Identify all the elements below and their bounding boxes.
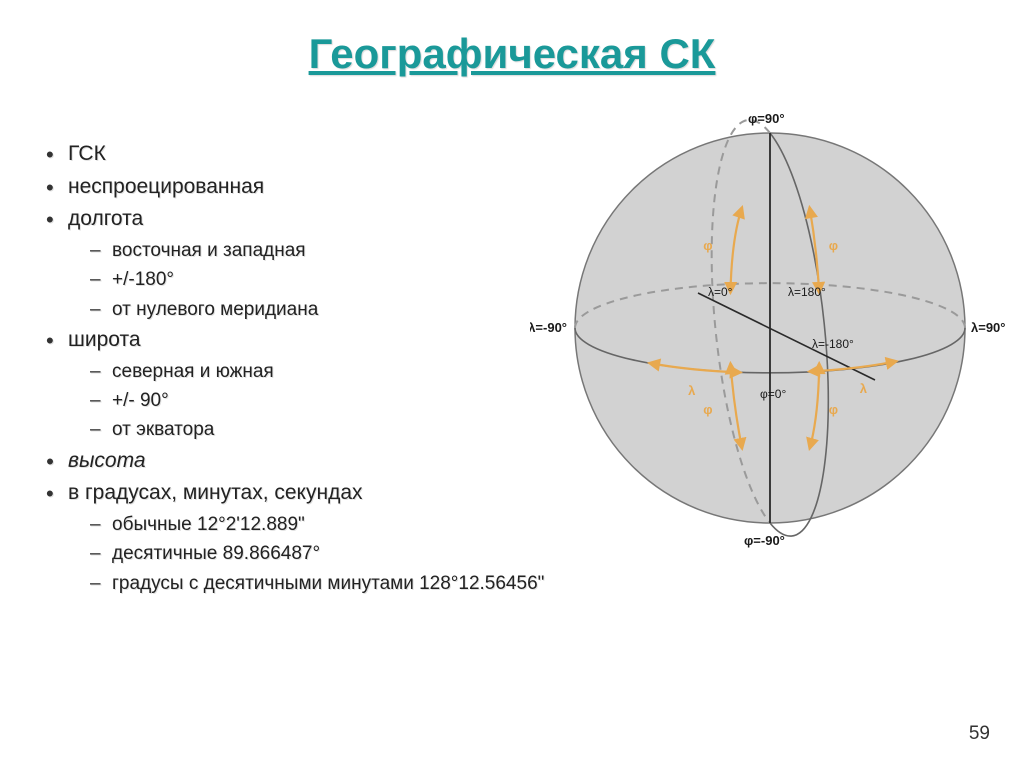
bullet-item: ГСК — [40, 138, 560, 171]
svg-text:φ: φ — [703, 402, 712, 417]
svg-text:φ: φ — [829, 402, 838, 417]
bullet-item: в градусах, минутах, секундах обычные 12… — [40, 477, 560, 598]
sub-bullet: десятичные 89.866487° — [88, 539, 560, 568]
svg-text:λ: λ — [860, 381, 868, 396]
page-number: 59 — [969, 723, 990, 745]
svg-text:λ: λ — [688, 383, 696, 398]
svg-text:φ=0°: φ=0° — [760, 387, 786, 401]
content-row: ГСК неспроецированная долгота восточная … — [0, 98, 1024, 598]
sub-bullet: восточная и западная — [88, 236, 560, 265]
bullet-list: ГСК неспроецированная долгота восточная … — [40, 98, 560, 598]
bullet-item: широта северная и южная +/- 90° от экват… — [40, 324, 560, 445]
sub-bullet: +/- 90° — [88, 386, 560, 415]
bullet-label: широта — [68, 328, 141, 351]
svg-text:φ=90°: φ=90° — [748, 111, 785, 126]
svg-text:λ=90°: λ=90° — [971, 320, 1005, 335]
svg-text:λ=0°: λ=0° — [708, 285, 733, 299]
sub-bullet: обычные 12°2'12.889" — [88, 510, 560, 539]
sub-bullet: +/-180° — [88, 265, 560, 294]
svg-text:λ=-90°: λ=-90° — [530, 320, 567, 335]
svg-text:λ=180°: λ=180° — [788, 285, 826, 299]
svg-text:φ: φ — [703, 238, 712, 253]
sub-bullet: от экватора — [88, 415, 560, 444]
bullet-label: в градусах, минутах, секундах — [68, 481, 363, 504]
sub-bullet: от нулевого меридиана — [88, 295, 560, 324]
page-title: Географическая СК — [0, 0, 1024, 98]
svg-text:φ=-90°: φ=-90° — [744, 533, 785, 548]
bullet-label: долгота — [68, 207, 143, 230]
diagram-container: φ=90°φ=-90°λ=-90°λ=90°λ=0°λ=180°λ=-180°φ… — [560, 98, 984, 598]
bullet-item: неспроецированная — [40, 171, 560, 204]
svg-text:λ=-180°: λ=-180° — [812, 337, 854, 351]
sub-bullet: северная и южная — [88, 357, 560, 386]
sphere-diagram: φ=90° φ=-90° λ=-90° λ=90° λ=0° λ=180° λ=-180° φ… — [530, 88, 1010, 568]
svg-text:φ: φ — [829, 238, 838, 253]
bullet-item: долгота восточная и западная +/-180° от … — [40, 203, 560, 324]
sub-bullet: градусы с десятичными минутами 128°12.56… — [88, 569, 560, 598]
bullet-item: высота — [40, 445, 560, 478]
